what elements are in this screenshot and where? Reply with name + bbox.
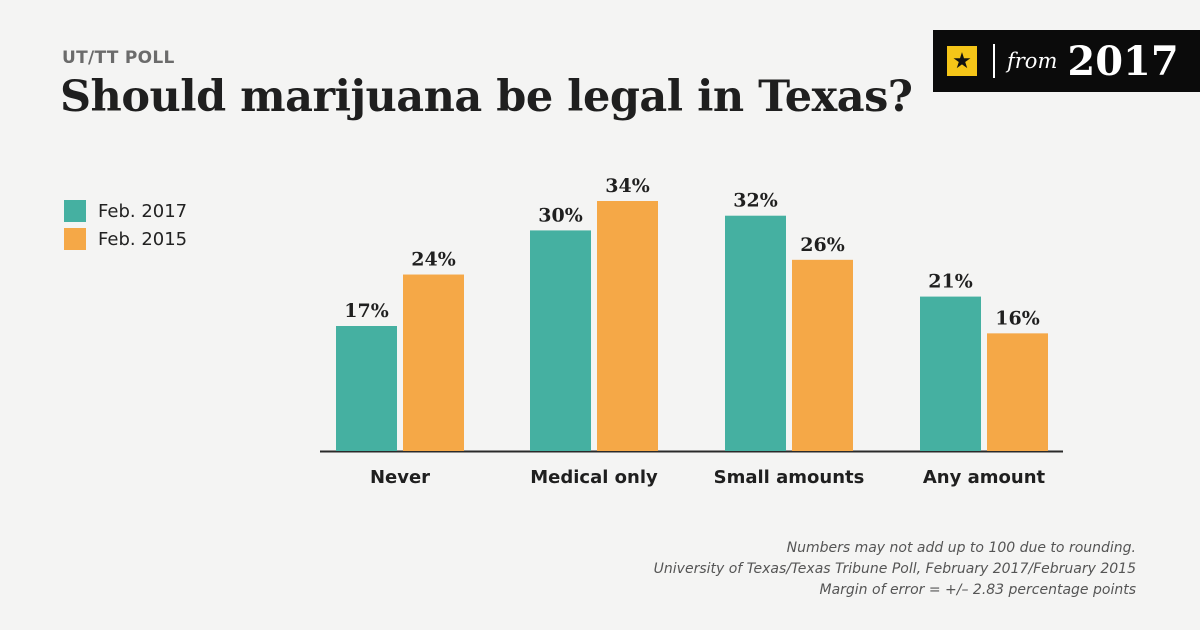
bar	[403, 274, 464, 451]
from-year-badge: ★ from 2017	[933, 30, 1200, 92]
badge-from-label: from	[1007, 49, 1058, 73]
data-label: 24%	[411, 249, 456, 271]
note-source: University of Texas/Texas Tribune Poll, …	[653, 561, 1136, 577]
data-label: 34%	[605, 175, 650, 197]
bar	[920, 296, 981, 451]
data-label: 26%	[800, 234, 845, 256]
badge-year: 2017	[1067, 37, 1179, 85]
bar	[987, 333, 1048, 451]
badge-divider	[993, 44, 995, 78]
bar	[792, 259, 853, 451]
legend-swatch	[64, 228, 86, 250]
category-label: Any amount	[923, 467, 1046, 488]
data-label: 21%	[928, 271, 973, 293]
legend-item: Feb. 2015	[64, 225, 187, 253]
category-label: Medical only	[530, 467, 658, 488]
legend-item: Feb. 2017	[64, 197, 187, 225]
data-label: 16%	[995, 307, 1040, 329]
category-label: Never	[370, 467, 430, 488]
legend-label: Feb. 2015	[98, 228, 188, 250]
legend: Feb. 2017 Feb. 2015	[64, 197, 187, 253]
kicker: UT/TT POLL	[62, 48, 175, 68]
bar	[597, 201, 658, 451]
data-label: 17%	[344, 300, 389, 322]
bar	[336, 326, 397, 451]
data-label: 30%	[538, 204, 583, 226]
data-label: 32%	[733, 190, 778, 212]
footnotes: Numbers may not add up to 100 due to rou…	[654, 538, 1136, 601]
bar	[530, 230, 591, 451]
legend-label: Feb. 2017	[98, 200, 188, 222]
note-rounding: Numbers may not add up to 100 due to rou…	[786, 540, 1136, 556]
legend-swatch	[64, 200, 86, 222]
note-margin-of-error: Margin of error = +/– 2.83 percentage po…	[819, 582, 1136, 598]
chart-title: Should marijuana be legal in Texas?	[60, 72, 913, 122]
star-icon: ★	[947, 46, 977, 76]
category-label: Small amounts	[714, 467, 865, 488]
bar	[725, 215, 786, 451]
